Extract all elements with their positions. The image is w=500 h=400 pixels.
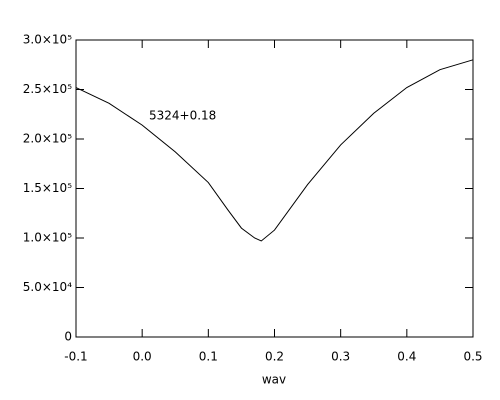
x-axis-label: wav (262, 373, 286, 387)
annotation: 5324+0.18 (149, 109, 216, 123)
y-tick-label: 1.0×10⁵ (23, 231, 72, 245)
y-tick-label: 0 (64, 330, 72, 344)
x-tick-label: 0.3 (331, 350, 350, 364)
y-tick-label: 1.5×10⁵ (23, 181, 72, 195)
x-tick-label: 0.1 (199, 350, 218, 364)
y-tick-label: 5.0×10⁴ (23, 280, 72, 294)
y-tick-label: 2.5×10⁵ (23, 82, 72, 96)
x-tick-label: -0.1 (64, 350, 87, 364)
line (75, 59, 474, 242)
x-tick-label: 0.4 (397, 350, 416, 364)
x-tick-label: 0.5 (463, 350, 482, 364)
y-tick-label: 3.0×10⁵ (23, 33, 72, 47)
x-tick-label: 0.0 (133, 350, 152, 364)
plot-frame (75, 39, 474, 338)
y-tick-label: 2.0×10⁵ (23, 132, 72, 146)
x-tick-label: 0.2 (265, 350, 284, 364)
